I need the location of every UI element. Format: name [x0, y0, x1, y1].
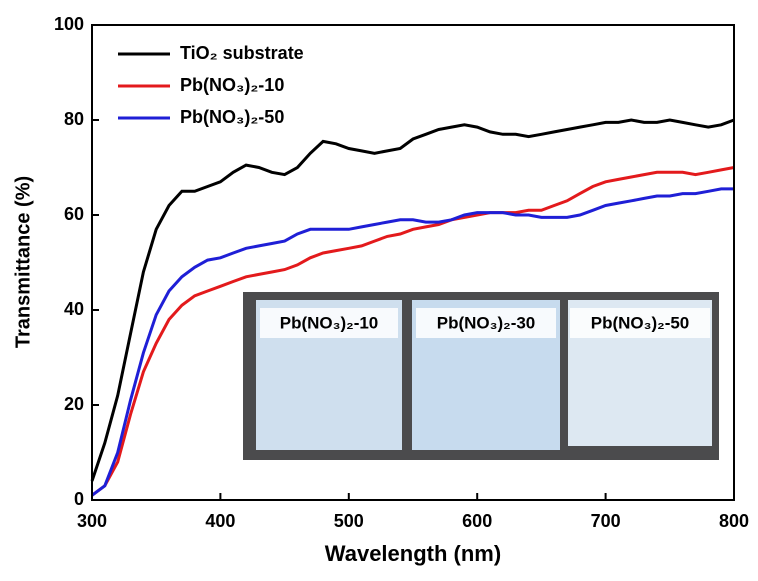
plot-frame: [91, 24, 735, 501]
x-tick-label: 700: [591, 511, 621, 531]
inset-label: Pb(NO₃)₂-50: [591, 313, 690, 332]
inset-label-box: [260, 308, 398, 338]
line-series: [91, 166, 735, 497]
inset-label: Pb(NO₃)₂-30: [437, 313, 536, 332]
y-tick-label: 20: [64, 394, 84, 414]
line-series: [91, 187, 734, 497]
x-tick-label: 300: [77, 511, 107, 531]
line-series: [90, 118, 735, 482]
inset-label: Pb(NO₃)₂-10: [280, 313, 379, 332]
x-tick-label: 800: [719, 511, 749, 531]
legend-label: Pb(NO₃)₂-10: [180, 75, 284, 95]
y-tick-label: 100: [54, 14, 84, 34]
x-tick-label: 500: [334, 511, 364, 531]
y-axis-label: Transmittance (%): [12, 176, 34, 348]
x-axis-label: Wavelength (nm): [325, 541, 501, 566]
x-tick-label: 400: [205, 511, 235, 531]
y-tick-label: 0: [74, 489, 84, 509]
legend-label: Pb(NO₃)₂-50: [180, 107, 284, 127]
y-tick-label: 60: [64, 204, 84, 224]
legend-label: TiO₂ substrate: [180, 43, 304, 63]
inset-label-box: [416, 308, 556, 338]
y-tick-label: 80: [64, 109, 84, 129]
x-tick-label: 600: [462, 511, 492, 531]
y-tick-label: 40: [64, 299, 84, 319]
inset-label-box: [570, 308, 710, 338]
